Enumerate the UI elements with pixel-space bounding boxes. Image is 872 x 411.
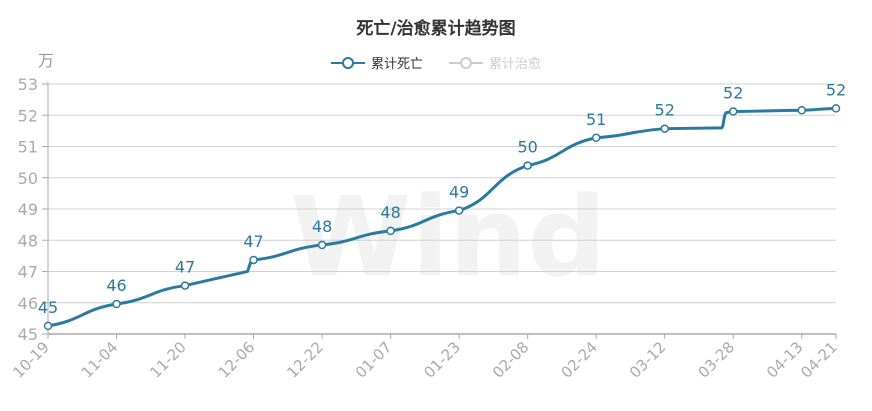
data-point[interactable] xyxy=(112,299,121,309)
data-point[interactable] xyxy=(831,104,841,113)
data-label: 51 xyxy=(586,110,606,129)
data-label: 46 xyxy=(106,276,126,295)
y-tick-label: 47 xyxy=(18,263,38,282)
x-axis: 10-19 11-04 11-20 12-06 12-22 01-07 01-23 02-08… xyxy=(9,333,841,382)
data-point[interactable] xyxy=(660,124,669,133)
y-tick-label: 48 xyxy=(18,231,38,250)
y-tick-label: 50 xyxy=(18,169,38,188)
data-label: 52 xyxy=(655,101,675,120)
data-label: 52 xyxy=(723,84,743,103)
legend-label: 累计死亡 xyxy=(370,57,423,72)
y-tick-label: 49 xyxy=(18,200,38,219)
x-tick-label: 02-24 xyxy=(557,338,601,382)
data-label: 48 xyxy=(380,203,400,222)
watermark: Wind xyxy=(290,173,606,301)
x-tick-label: 01-23 xyxy=(420,338,464,382)
data-point[interactable] xyxy=(523,161,532,170)
x-tick-label: 03-12 xyxy=(626,338,670,382)
data-point[interactable] xyxy=(317,240,327,250)
data-markers xyxy=(43,104,841,331)
legend-label: 累计治愈 xyxy=(489,57,542,72)
legend-line-marker-icon xyxy=(449,56,483,69)
data-point[interactable] xyxy=(386,226,395,236)
y-axis-unit: 万 xyxy=(38,51,55,70)
data-label: 47 xyxy=(243,232,263,251)
data-point[interactable] xyxy=(591,133,601,142)
x-tick-label: 10-19 xyxy=(9,338,53,382)
data-label: 48 xyxy=(312,217,332,236)
data-label: 45 xyxy=(38,298,58,317)
x-tick-label: 01-07 xyxy=(352,338,396,382)
y-tick-label: 45 xyxy=(18,325,38,344)
data-point[interactable] xyxy=(43,321,53,331)
legend-item-deaths[interactable]: 累计死亡 xyxy=(330,53,423,72)
data-point[interactable] xyxy=(180,281,190,290)
data-label: 52 xyxy=(826,80,846,99)
data-point[interactable] xyxy=(728,107,738,116)
y-axis: 45 46 47 48 49 50 51 52 53 xyxy=(18,75,49,344)
data-labels: 45 46 47 47 48 48 49 50 51 52 52 52 xyxy=(38,80,846,317)
data-point[interactable] xyxy=(249,255,258,265)
x-tick-label: 02-08 xyxy=(489,338,533,382)
data-label: 49 xyxy=(449,183,469,202)
x-tick-label: 04-13 xyxy=(763,338,807,382)
x-tick-label: 12-22 xyxy=(283,338,327,382)
legend: 累计死亡 累计治愈 xyxy=(0,53,872,72)
data-point[interactable] xyxy=(797,106,806,115)
x-tick-label: 04-21 xyxy=(797,338,841,382)
x-tick-label: 12-06 xyxy=(215,338,259,382)
y-tick-label: 51 xyxy=(18,138,38,157)
legend-line-marker-icon xyxy=(330,56,365,69)
data-label: 47 xyxy=(175,258,195,277)
data-label: 50 xyxy=(517,138,537,157)
x-tick-label: 11-04 xyxy=(78,338,122,382)
grid-lines xyxy=(48,83,836,304)
legend-item-recovered[interactable]: 累计治愈 xyxy=(449,53,541,72)
chart-title: 死亡/治愈累计趋势图 xyxy=(356,19,516,39)
data-point[interactable] xyxy=(454,206,464,215)
y-tick-label: 52 xyxy=(18,106,38,125)
x-tick-label: 03-28 xyxy=(694,338,738,382)
x-tick-label: 11-20 xyxy=(146,338,190,382)
y-tick-label: 46 xyxy=(18,294,38,313)
y-tick-label: 53 xyxy=(18,75,38,94)
